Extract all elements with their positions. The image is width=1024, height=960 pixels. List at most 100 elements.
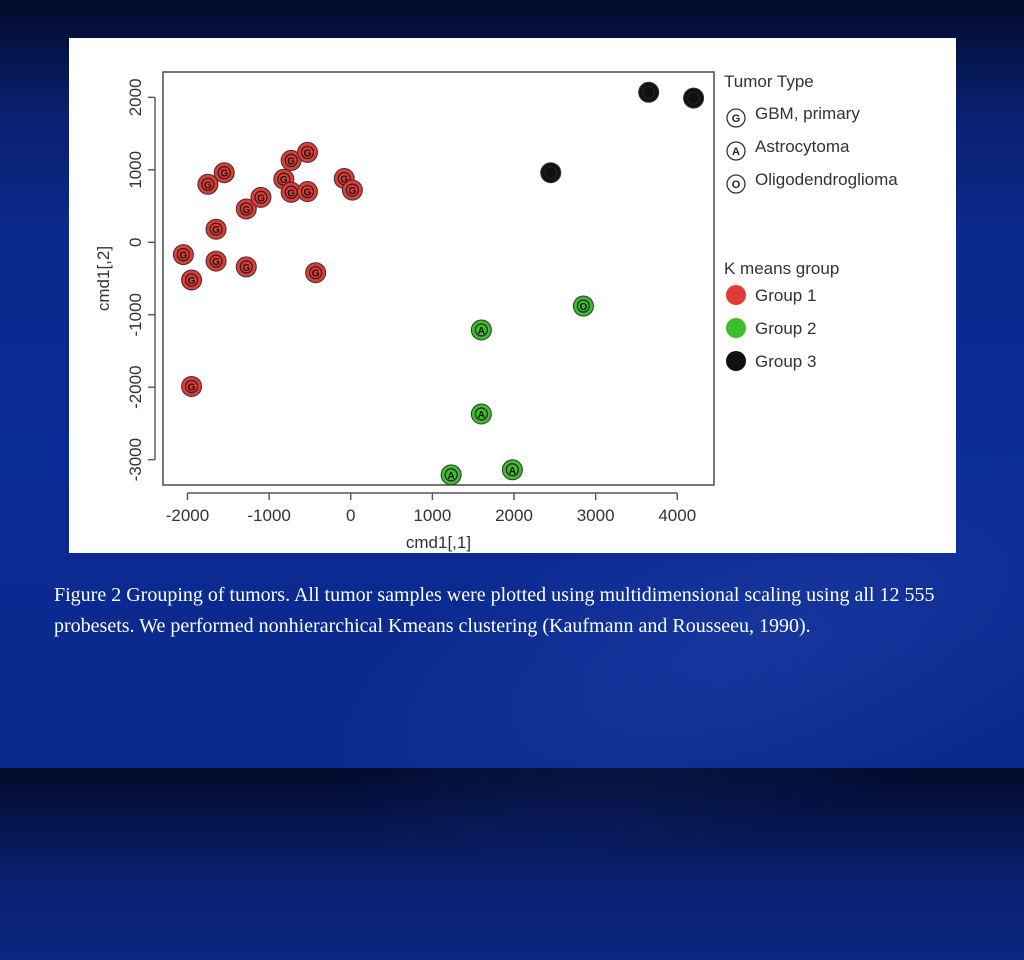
data-point-label: A — [478, 410, 485, 421]
data-point — [305, 262, 327, 284]
data-point-ring — [474, 323, 488, 337]
legend-tumor-type-label: Oligodendroglioma — [755, 170, 898, 189]
data-point-label: A — [509, 466, 516, 477]
data-point — [572, 295, 594, 317]
y-axis-label: cmd1[,2] — [94, 246, 113, 311]
data-point-ring — [345, 183, 359, 197]
data-point — [250, 186, 272, 208]
data-point-label: G — [242, 263, 250, 274]
data-point — [197, 173, 219, 195]
data-point-ring — [474, 407, 488, 421]
data-point-label: A — [547, 169, 554, 180]
data-point-ring — [300, 145, 315, 160]
legend-symbol — [726, 174, 746, 194]
legend-tumor-type-title: Tumor Type — [724, 72, 814, 91]
x-axis-label: cmd1[,1] — [406, 533, 471, 552]
data-point-ring — [217, 166, 231, 180]
data-point-ring — [239, 202, 253, 216]
y-tick-label: -3000 — [126, 438, 145, 481]
data-point-label: G — [242, 205, 250, 216]
data-point-label: G — [280, 175, 288, 186]
legend-group-swatch — [726, 285, 746, 305]
x-tick-label: 1000 — [413, 506, 451, 525]
data-point-ring — [209, 254, 223, 268]
data-point-label: G — [257, 193, 265, 204]
data-point-ring — [576, 299, 590, 313]
legend-group-swatch — [726, 318, 746, 338]
data-point-ring — [309, 266, 323, 280]
data-point — [296, 181, 318, 203]
data-point-label: G — [287, 188, 295, 199]
figure-caption: Figure 2 Grouping of tumors. All tumor s… — [54, 584, 935, 637]
data-point-ring — [254, 190, 268, 204]
x-tick-label: 2000 — [495, 506, 533, 525]
legend-group-label: Group 3 — [755, 352, 816, 371]
data-point-label: G — [312, 269, 320, 280]
data-point-label: A — [478, 326, 485, 337]
data-point-ring — [209, 222, 223, 236]
legend-symbol — [726, 108, 746, 128]
data-point — [540, 162, 562, 184]
data-point-ring — [284, 153, 298, 167]
data-point — [470, 319, 492, 341]
data-point-ring — [505, 463, 519, 477]
legend-symbol — [726, 141, 746, 161]
data-point — [470, 403, 492, 425]
data-point-label: G — [304, 148, 312, 159]
data-point-label: G — [287, 156, 295, 167]
data-point — [235, 256, 257, 278]
data-point-label: G — [188, 276, 196, 287]
data-point-ring — [201, 177, 215, 191]
plot-frame — [162, 71, 715, 486]
data-point-label: O — [580, 302, 588, 313]
data-point-ring — [444, 468, 458, 482]
data-point-label: G — [304, 188, 312, 199]
legend-symbol-letter: O — [732, 179, 741, 191]
data-point — [235, 198, 257, 220]
legend-group-swatch — [726, 351, 746, 371]
data-point — [296, 141, 318, 163]
data-point — [172, 244, 194, 266]
data-point — [638, 81, 660, 103]
y-tick-label: 2000 — [126, 78, 145, 116]
data-point-label: G — [212, 257, 220, 268]
data-point-ring — [544, 166, 558, 180]
data-point-ring — [184, 273, 199, 287]
data-point-ring — [686, 91, 701, 105]
data-point-ring — [176, 247, 191, 262]
data-point-ring — [239, 260, 253, 274]
data-point — [213, 162, 235, 184]
data-point — [341, 179, 363, 201]
y-tick-label: -2000 — [126, 365, 145, 408]
data-point — [683, 87, 705, 109]
data-point-ring — [184, 379, 199, 394]
legend-tumor-type-label: GBM, primary — [755, 104, 860, 123]
data-point-label: G — [348, 186, 356, 197]
y-tick-label: 1000 — [126, 151, 145, 189]
data-point-label: A — [448, 471, 455, 482]
x-tick-label: -2000 — [166, 506, 209, 525]
data-point-label: O — [690, 94, 698, 105]
data-point-label: G — [188, 382, 196, 393]
data-point-label: O — [645, 88, 653, 99]
x-tick-label: 3000 — [577, 506, 615, 525]
legend-symbol-letter: A — [732, 146, 740, 158]
legend-group-label: Group 2 — [755, 319, 816, 338]
x-tick-label: 4000 — [658, 506, 696, 525]
data-point — [181, 269, 203, 291]
data-point-ring — [300, 184, 315, 199]
legend-kmeans-title: K means group — [724, 259, 839, 278]
x-tick-label: -1000 — [247, 506, 290, 525]
data-point-label: G — [220, 169, 228, 180]
data-point-label: G — [340, 175, 348, 186]
legend-tumor-type-label: Astrocytoma — [755, 137, 850, 156]
data-point — [501, 459, 523, 481]
data-point — [181, 375, 203, 397]
y-tick-label: 0 — [126, 238, 145, 247]
legend-group-label: Group 1 — [755, 286, 816, 305]
figure-panel: -2000 -1000 0 1000 2000 3000 4000 cmd1[,1] -3000… — [69, 38, 956, 553]
data-point-ring — [642, 85, 656, 99]
legend-symbol-letter: G — [732, 113, 741, 125]
data-point-label: G — [180, 251, 188, 262]
data-point — [440, 464, 462, 486]
